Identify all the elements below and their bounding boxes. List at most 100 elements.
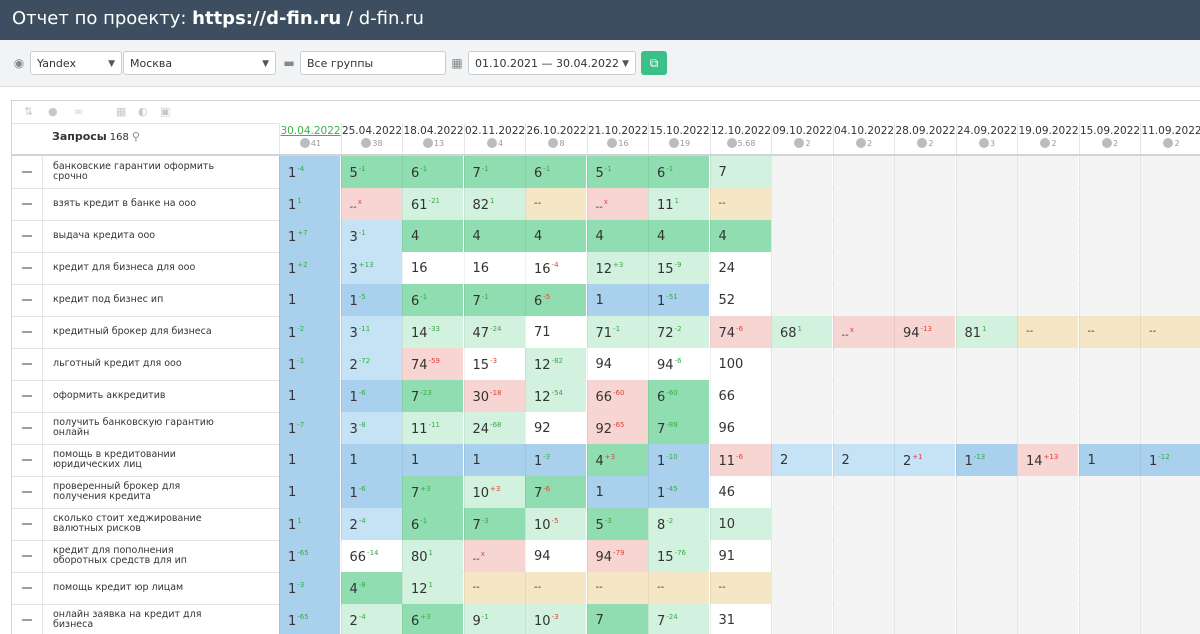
row-toggle[interactable] bbox=[22, 555, 32, 557]
row-toggle[interactable] bbox=[22, 427, 32, 429]
date-column-header[interactable]: 21.10.2022 16 bbox=[586, 123, 649, 154]
position-cell[interactable]: 1-4 bbox=[279, 156, 340, 188]
position-cell[interactable]: 1 bbox=[586, 476, 648, 508]
position-cell[interactable] bbox=[771, 220, 832, 252]
position-cell[interactable] bbox=[771, 348, 832, 380]
position-cell[interactable]: 14+13 bbox=[1017, 444, 1078, 476]
position-cell[interactable]: 2 bbox=[832, 444, 894, 476]
query-text[interactable]: банковские гарантии оформить срочно bbox=[53, 161, 215, 182]
position-cell[interactable] bbox=[832, 412, 894, 444]
position-cell[interactable] bbox=[894, 540, 955, 572]
search-icon[interactable]: ⚲ bbox=[131, 130, 140, 143]
position-cell[interactable]: 15-76 bbox=[648, 540, 709, 572]
position-cell[interactable]: 11 bbox=[279, 508, 340, 540]
position-cell[interactable]: 7-3 bbox=[463, 508, 525, 540]
position-cell[interactable] bbox=[1078, 348, 1140, 380]
position-cell[interactable] bbox=[1078, 572, 1140, 604]
position-cell[interactable] bbox=[832, 220, 894, 252]
position-cell[interactable]: 1-1 bbox=[279, 348, 340, 380]
position-cell[interactable] bbox=[955, 604, 1017, 634]
position-cell[interactable] bbox=[1140, 412, 1200, 444]
position-cell[interactable]: 94 bbox=[586, 348, 648, 380]
position-cell[interactable]: 4+3 bbox=[586, 444, 648, 476]
position-cell[interactable]: 72-2 bbox=[648, 316, 709, 348]
position-cell[interactable]: 10 bbox=[709, 508, 771, 540]
position-cell[interactable] bbox=[1017, 476, 1078, 508]
position-cell[interactable]: 1 bbox=[279, 380, 340, 412]
position-cell[interactable]: 11-11 bbox=[402, 412, 463, 444]
position-cell[interactable] bbox=[1140, 220, 1200, 252]
query-text[interactable]: выдача кредита ооо bbox=[53, 230, 156, 241]
position-cell[interactable]: 1-51 bbox=[648, 284, 709, 316]
position-cell[interactable] bbox=[1078, 508, 1140, 540]
position-cell[interactable] bbox=[1078, 220, 1140, 252]
position-cell[interactable]: 94-79 bbox=[586, 540, 648, 572]
position-cell[interactable] bbox=[894, 252, 955, 284]
position-cell[interactable] bbox=[771, 284, 832, 316]
position-cell[interactable] bbox=[1017, 188, 1078, 220]
position-cell[interactable]: 7 bbox=[709, 156, 771, 188]
position-cell[interactable] bbox=[955, 156, 1017, 188]
row-toggle[interactable] bbox=[22, 331, 32, 333]
position-cell[interactable] bbox=[771, 476, 832, 508]
position-cell[interactable] bbox=[1078, 156, 1140, 188]
position-cell[interactable]: 1+2 bbox=[279, 252, 340, 284]
row-toggle[interactable] bbox=[22, 267, 32, 269]
position-cell[interactable]: 8-2 bbox=[648, 508, 709, 540]
position-cell[interactable]: 24-68 bbox=[463, 412, 525, 444]
position-cell[interactable] bbox=[832, 572, 894, 604]
position-cell[interactable] bbox=[955, 540, 1017, 572]
position-cell[interactable]: 24 bbox=[709, 252, 771, 284]
position-cell[interactable] bbox=[1140, 476, 1200, 508]
position-cell[interactable]: 10-3 bbox=[525, 604, 586, 634]
date-column-header[interactable]: 09.10.2022 2 bbox=[771, 123, 833, 154]
position-cell[interactable]: 6+3 bbox=[402, 604, 463, 634]
query-text[interactable]: кредит для пополнения оборотных средств … bbox=[53, 545, 188, 566]
position-cell[interactable] bbox=[955, 572, 1017, 604]
row-toggle[interactable] bbox=[22, 491, 32, 493]
position-cell[interactable] bbox=[1078, 604, 1140, 634]
date-column-header[interactable]: 11.09.2022 2 bbox=[1140, 123, 1200, 154]
position-cell[interactable]: 74-6 bbox=[709, 316, 771, 348]
row-toggle[interactable] bbox=[22, 363, 32, 365]
position-cell[interactable]: 1-65 bbox=[279, 540, 340, 572]
position-cell[interactable]: 2+1 bbox=[894, 444, 955, 476]
position-cell[interactable] bbox=[1017, 604, 1078, 634]
position-cell[interactable]: 1-6 bbox=[340, 380, 402, 412]
position-cell[interactable]: 31 bbox=[709, 604, 771, 634]
position-cell[interactable]: 46 bbox=[709, 476, 771, 508]
position-cell[interactable] bbox=[1078, 476, 1140, 508]
position-cell[interactable]: --x bbox=[832, 316, 894, 348]
position-cell[interactable]: 7-24 bbox=[648, 604, 709, 634]
position-cell[interactable]: 821 bbox=[463, 188, 525, 220]
position-cell[interactable]: 66-60 bbox=[586, 380, 648, 412]
position-cell[interactable]: --x bbox=[586, 188, 648, 220]
position-cell[interactable] bbox=[1140, 508, 1200, 540]
position-cell[interactable] bbox=[771, 508, 832, 540]
position-cell[interactable]: 6-1 bbox=[525, 156, 586, 188]
position-cell[interactable]: -- bbox=[463, 572, 525, 604]
position-cell[interactable]: 1-10 bbox=[648, 444, 709, 476]
position-cell[interactable]: 1-5 bbox=[340, 284, 402, 316]
position-cell[interactable] bbox=[832, 476, 894, 508]
position-cell[interactable]: 11 bbox=[279, 188, 340, 220]
position-cell[interactable] bbox=[1078, 412, 1140, 444]
query-text[interactable]: кредит под бизнес ип bbox=[53, 294, 164, 305]
position-cell[interactable]: 4 bbox=[709, 220, 771, 252]
position-cell[interactable] bbox=[955, 476, 1017, 508]
position-cell[interactable]: 10+3 bbox=[463, 476, 525, 508]
position-cell[interactable]: 3-11 bbox=[340, 316, 402, 348]
position-cell[interactable]: 100 bbox=[709, 348, 771, 380]
position-cell[interactable]: 1-65 bbox=[279, 604, 340, 634]
date-column-header[interactable]: 24.09.2022 3 bbox=[955, 123, 1018, 154]
position-cell[interactable] bbox=[832, 188, 894, 220]
query-text[interactable]: взять кредит в банке на ооо bbox=[53, 198, 197, 209]
position-cell[interactable]: 5-3 bbox=[586, 508, 648, 540]
position-cell[interactable]: -- bbox=[1017, 316, 1078, 348]
query-text[interactable]: оформить аккредитив bbox=[53, 390, 166, 401]
position-cell[interactable]: 15-3 bbox=[463, 348, 525, 380]
position-cell[interactable]: 15-9 bbox=[648, 252, 709, 284]
query-text[interactable]: помощь в кредитовании юридических лиц bbox=[53, 449, 176, 470]
position-cell[interactable] bbox=[1017, 540, 1078, 572]
position-cell[interactable]: 9-1 bbox=[463, 604, 525, 634]
